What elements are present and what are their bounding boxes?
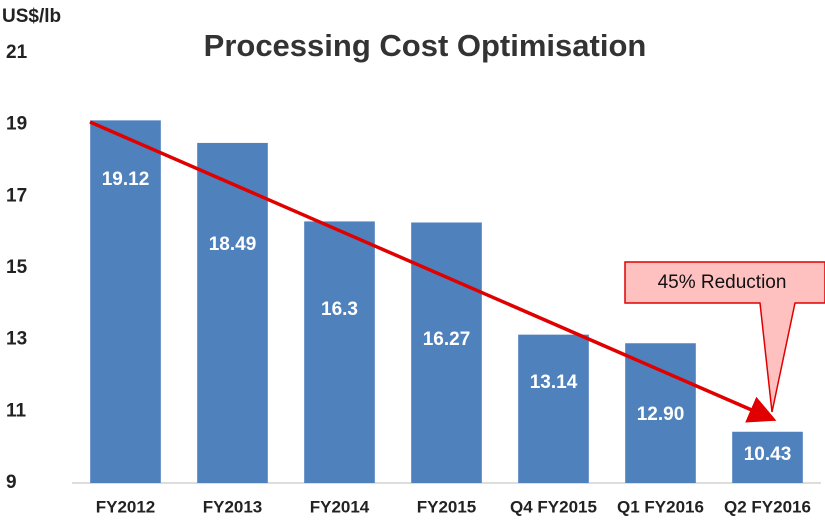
callout: [624, 261, 825, 413]
y-tick-label: 17: [6, 185, 27, 206]
y-axis-label: US$/lb: [2, 6, 61, 27]
value-label: 13.14: [530, 372, 578, 393]
x-tick-label: FY2015: [417, 497, 477, 516]
bar: [411, 222, 482, 483]
annotation: 45% Reduction: [658, 272, 787, 293]
y-tick-label: 9: [6, 472, 17, 493]
y-tick-label: 19: [6, 114, 27, 135]
y-tick-label: 21: [6, 42, 28, 63]
x-tick-label: FY2013: [203, 497, 263, 516]
value-label: 10.43: [744, 444, 792, 465]
value-label: 12.90: [637, 404, 685, 425]
value-label: 19.12: [102, 169, 150, 190]
y-tick-label: 15: [6, 257, 28, 278]
x-tick-label: Q1 FY2016: [617, 497, 704, 516]
y-tick-label: 11: [6, 400, 27, 421]
x-tick-label: Q2 FY2016: [724, 497, 811, 516]
x-tick-label: Q4 FY2015: [510, 497, 597, 516]
bar: [732, 431, 803, 483]
bar: [304, 221, 375, 483]
value-label: 16.3: [321, 299, 358, 320]
trend-arrow: [89, 120, 777, 423]
bar: [518, 334, 589, 483]
bar: [90, 120, 161, 483]
value-label: 16.27: [423, 329, 471, 350]
y-tick-label: 13: [6, 329, 27, 350]
bar: [625, 343, 696, 483]
value-label: 18.49: [209, 234, 257, 255]
x-tick-label: FY2014: [310, 497, 370, 516]
chart-title: Processing Cost Optimisation: [204, 28, 647, 63]
bar: [197, 142, 268, 484]
x-tick-label: FY2012: [96, 497, 156, 516]
